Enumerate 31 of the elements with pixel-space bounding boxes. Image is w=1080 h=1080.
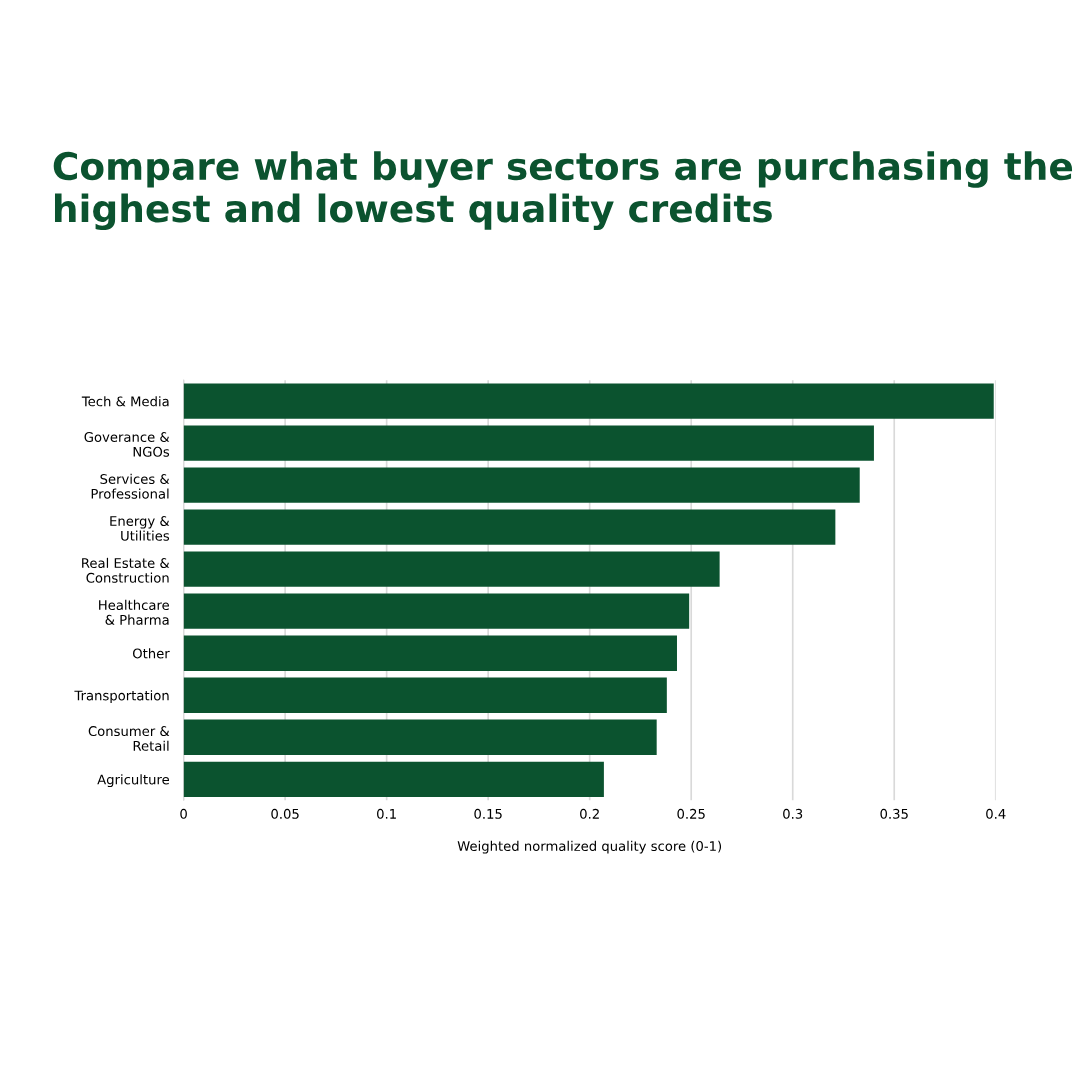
bar — [183, 509, 836, 545]
y-tick-label: Services & Professional — [91, 473, 170, 499]
x-tick-label: 0.15 — [474, 808, 502, 819]
y-tick-label: Energy & Utilities — [110, 516, 170, 541]
chart-title: Compare what buyer sectors are purchasing the highest and lowest quality credits — [53, 151, 1073, 231]
x-tick-label: 0.4 — [986, 808, 1006, 819]
y-tick-label: Other — [132, 648, 170, 659]
y-tick-label: Tech & Media — [81, 396, 169, 407]
x-tick-label: 0.1 — [377, 808, 396, 819]
y-tick-label: Healthcare & Pharma — [99, 599, 170, 625]
x-tick-label: 0.35 — [880, 808, 908, 819]
bar — [183, 467, 860, 503]
bar — [183, 383, 994, 419]
y-tick-label: Transportation — [74, 690, 169, 704]
bar — [183, 677, 667, 713]
bar — [183, 761, 604, 797]
x-tick-label: 0.05 — [271, 808, 299, 819]
x-tick-label: 0.3 — [783, 808, 803, 819]
x-tick-label: 0.2 — [580, 808, 599, 819]
bar — [183, 551, 720, 587]
x-axis-title: Weighted normalized quality score (0-1) — [457, 840, 722, 854]
y-tick-label: Real Estate & Construction — [82, 557, 170, 583]
bar — [183, 593, 690, 629]
y-tick-label: Agriculture — [97, 774, 170, 788]
x-tick-label: 0.25 — [677, 808, 705, 819]
y-tick-label: Consumer & Retail — [88, 726, 170, 751]
bar — [183, 635, 677, 671]
x-tick-label: 0 — [180, 808, 187, 819]
bar — [183, 425, 874, 461]
bar — [183, 719, 657, 755]
y-tick-label: Goverance & NGOs — [84, 432, 170, 457]
